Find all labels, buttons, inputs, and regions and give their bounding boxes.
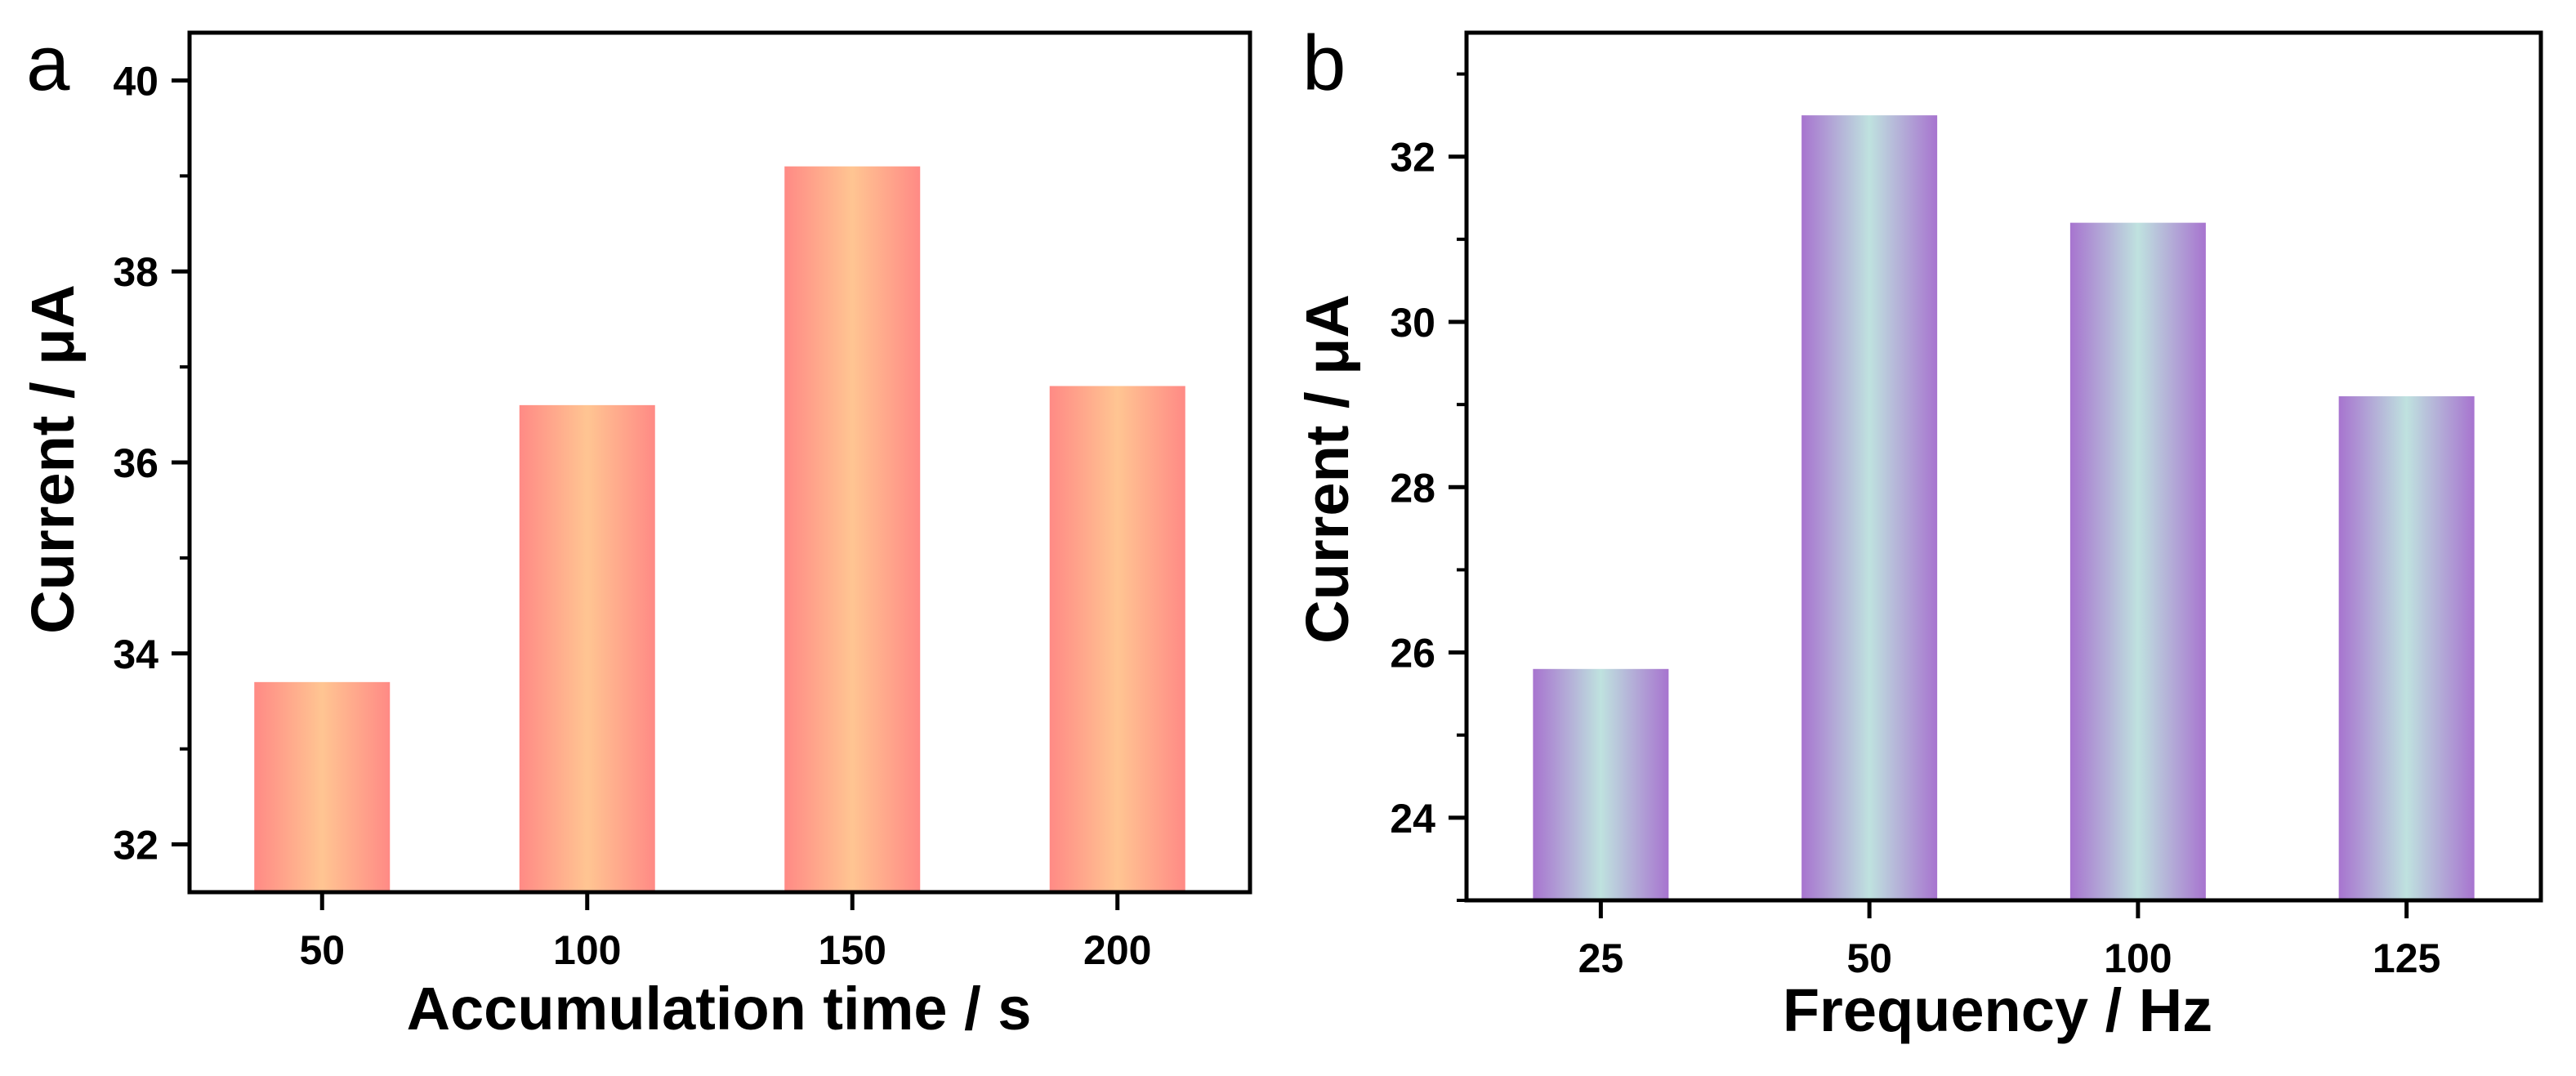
panel-b-bar-25 (1533, 668, 1669, 900)
panel-a-x-tick-label: 150 (819, 927, 886, 973)
panel-a-x-tick-label: 100 (553, 927, 621, 973)
panel-a-bar-150 (784, 166, 921, 893)
panel-b-x-tick-label: 125 (2373, 935, 2440, 981)
panel-a-y-tick-label: 36 (113, 440, 158, 486)
panel-b-y-tick-label: 24 (1390, 796, 1435, 842)
panel-b-y-tick-label: 28 (1390, 465, 1435, 511)
panel-b-y-tick-label: 30 (1390, 300, 1435, 346)
panel-b-bar-100 (2069, 222, 2206, 901)
chart-panel-a: a Current / μA Accumulation time / s 32 3… (19, 20, 1252, 1043)
panel-b-frame (1464, 30, 2543, 903)
panel-b-x-tick-label: 25 (1578, 935, 1624, 981)
panel-b-x-axis-title: Frequency / Hz (1783, 976, 2212, 1044)
panel-b-bar-50 (1801, 115, 1938, 901)
panel-b-x-tick-label: 50 (1846, 935, 1892, 981)
panel-a-x-axis-title: Accumulation time / s (407, 975, 1032, 1043)
panel-a-y-tick-label: 40 (113, 58, 158, 104)
panel-a-x-tick-label: 50 (299, 927, 345, 973)
panel-b-y-tick-label: 32 (1390, 135, 1435, 181)
panel-a-bar-200 (1049, 386, 1185, 892)
panel-b-bar-125 (2338, 396, 2475, 900)
panel-a-x-tick-label: 200 (1083, 927, 1151, 973)
panel-a-bar-100 (519, 404, 655, 892)
panel-a-y-tick-label: 32 (113, 823, 158, 868)
panel-b-x-tick-label: 100 (2104, 935, 2172, 981)
panel-a-bar-50 (254, 681, 391, 892)
panel-b-y-axis-title: Current / μA (1293, 294, 1361, 644)
panel-a-y-tick-label: 34 (113, 632, 158, 677)
panel-b-letter: b (1302, 20, 1346, 107)
chart-panel-b: b Current / μA Frequency / Hz 24 26 28 30 32… (1293, 20, 2543, 1044)
panel-a-letter: a (26, 20, 70, 107)
panel-b-y-tick-label: 26 (1390, 631, 1435, 676)
panel-a-y-axis-title: Current / μA (19, 284, 87, 634)
panel-a-y-tick-label: 38 (113, 249, 158, 295)
